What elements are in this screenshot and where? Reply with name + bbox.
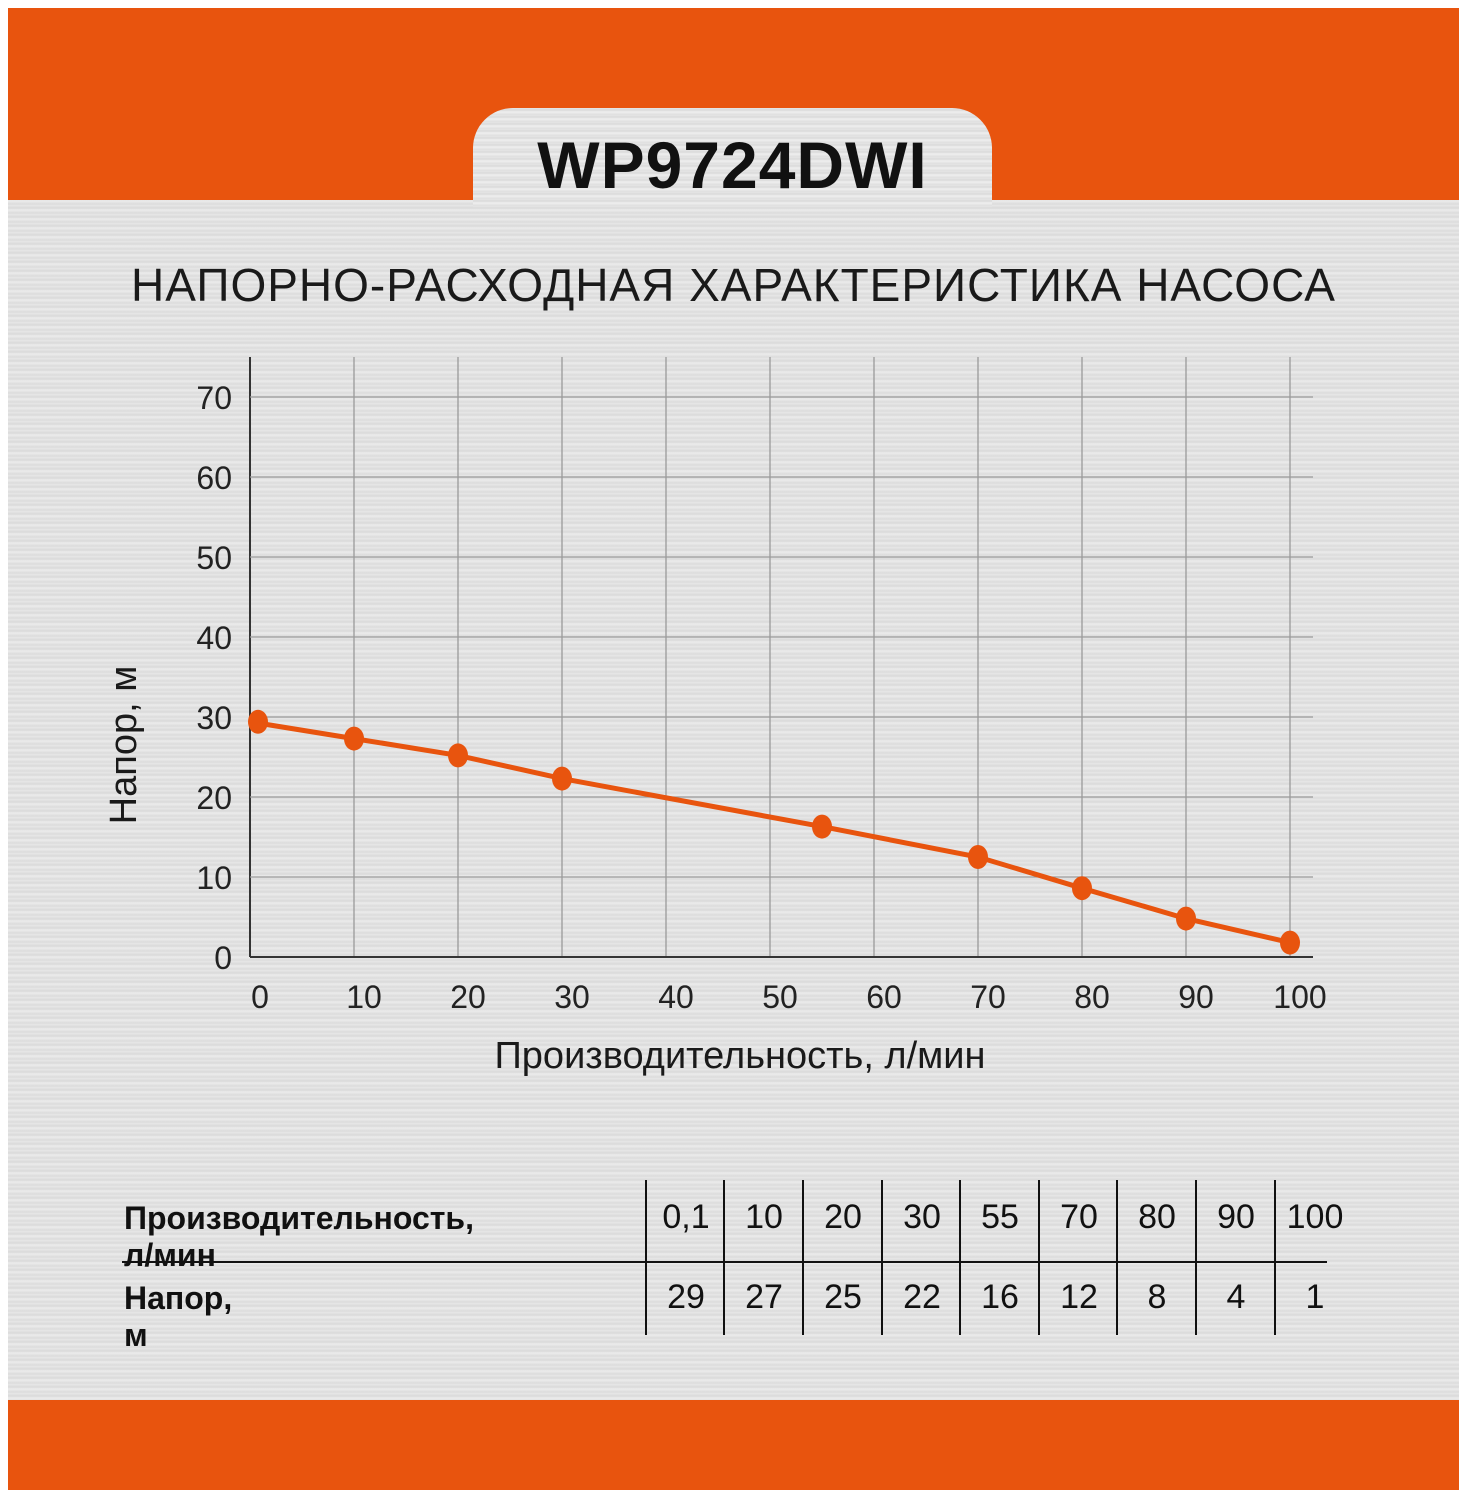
data-point — [248, 709, 268, 734]
table-cell-head: 29 — [667, 1278, 705, 1316]
table-column-divider — [802, 1180, 804, 1335]
x-tick-label: 40 — [658, 979, 694, 1015]
table-cell-head: 1 — [1305, 1278, 1325, 1316]
data-point — [812, 814, 832, 839]
grid — [249, 357, 1313, 958]
data-point — [1176, 906, 1196, 931]
table-column-divider — [723, 1180, 725, 1335]
chart-title: НАПОРНО-РАСХОДНАЯ ХАРАКТЕРИСТИКА НАСОСА — [131, 259, 1336, 311]
y-tick-label: 40 — [196, 620, 232, 656]
data-point — [448, 743, 468, 768]
y-tick-label: 0 — [214, 940, 232, 976]
table-cell-flow: 30 — [903, 1198, 941, 1236]
x-tick-label: 60 — [866, 979, 902, 1015]
y-tick-label: 30 — [196, 700, 232, 736]
model-name: WP9724DWI — [537, 128, 928, 202]
data-point — [1280, 930, 1300, 955]
y-tick-label: 50 — [196, 540, 232, 576]
row-label-flow: Производительность, л/мин — [124, 1200, 474, 1273]
x-tick-label: 70 — [970, 979, 1006, 1015]
table-column-divider — [1274, 1180, 1276, 1335]
table-column-divider — [1038, 1180, 1040, 1335]
x-tick-label: 30 — [554, 979, 590, 1015]
table-cell-head: 22 — [903, 1278, 941, 1316]
table-column-divider — [959, 1180, 961, 1335]
table-column-divider — [1195, 1180, 1197, 1335]
data-point — [552, 766, 572, 791]
y-tick-label: 60 — [196, 460, 232, 496]
y-tick-label: 10 — [196, 860, 232, 896]
table-cell-flow: 0,1 — [662, 1198, 710, 1236]
y-tick-label: 20 — [196, 780, 232, 816]
table-cell-head: 25 — [824, 1278, 862, 1316]
table-cell-flow: 55 — [981, 1198, 1019, 1236]
table-column-divider — [645, 1180, 647, 1335]
table-column-divider — [881, 1180, 883, 1335]
x-tick-label: 20 — [450, 979, 486, 1015]
row-label-head: Напор, м — [124, 1280, 233, 1353]
table-column-divider — [1116, 1180, 1118, 1335]
data-point — [1072, 876, 1092, 901]
x-axis-label: Производительность, л/мин — [494, 1035, 985, 1077]
table-cell-flow: 100 — [1286, 1198, 1344, 1236]
table-cell-flow: 20 — [824, 1198, 862, 1236]
y-axis-label: Напор, м — [103, 666, 145, 825]
x-tick-label: 80 — [1074, 979, 1110, 1015]
table-cell-flow: 90 — [1217, 1198, 1255, 1236]
bottom-orange-band — [8, 1400, 1459, 1490]
y-tick-label: 70 — [196, 380, 232, 416]
data-point — [968, 845, 988, 869]
x-tick-label: 0 — [251, 979, 269, 1015]
x-tick-label: 90 — [1178, 979, 1214, 1015]
table-cell-head: 8 — [1147, 1278, 1167, 1316]
x-tick-label: 50 — [762, 979, 798, 1015]
series — [248, 709, 1300, 955]
table-cell-head: 4 — [1226, 1278, 1246, 1316]
table-cell-flow: 10 — [745, 1198, 783, 1236]
table-cell-head: 27 — [745, 1278, 783, 1316]
pump-curve-chart: 0 10 20 30 40 50 60 70 80 90 100 0 10 20 30 40 50 60 70 Пр… — [103, 357, 1327, 1077]
data-point — [344, 726, 364, 751]
x-tick-label: 100 — [1273, 979, 1326, 1015]
table-cell-head: 16 — [981, 1278, 1019, 1316]
table-cell-head: 12 — [1060, 1278, 1098, 1316]
x-tick-label: 10 — [346, 979, 382, 1015]
table-cell-flow: 70 — [1060, 1198, 1098, 1236]
table-cell-flow: 80 — [1138, 1198, 1176, 1236]
model-tab: WP9724DWI — [473, 108, 992, 208]
tick-labels: 0 10 20 30 40 50 60 70 80 90 100 0 10 20 30 40 50 60 70 — [196, 380, 1326, 1015]
